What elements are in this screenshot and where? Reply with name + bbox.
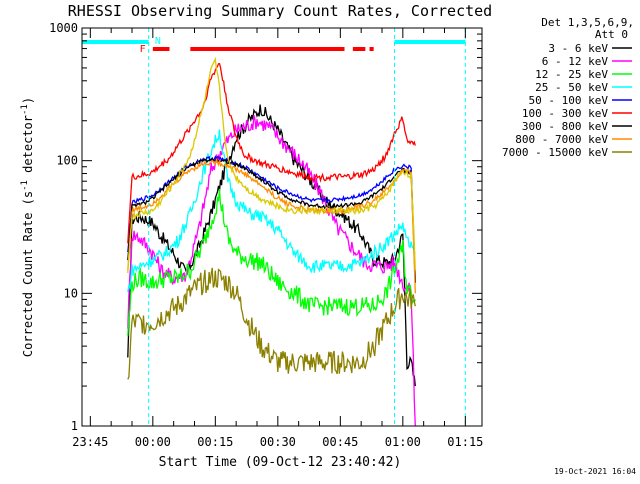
y-tick-label: 1000 <box>49 21 78 35</box>
x-tick-label: 23:45 <box>72 435 108 449</box>
x-tick-label: 01:00 <box>385 435 421 449</box>
x-tick-label: 00:45 <box>322 435 358 449</box>
y-axis-label-sup2: -1 <box>20 104 30 115</box>
x-tick-label: 00:30 <box>260 435 296 449</box>
legend-header-line-2: Att 0 <box>595 28 628 41</box>
x-axis-label: Start Time (09-Oct-12 23:40:42) <box>159 455 402 470</box>
legend-label: 800 - 7000 keV <box>515 133 608 146</box>
series-line-50-100-kev <box>127 155 416 283</box>
y-axis-label-part: Corrected Count Rate (s <box>21 191 35 357</box>
legend-label: 25 - 50 keV <box>535 81 608 94</box>
legend-label: 300 - 800 keV <box>522 120 608 133</box>
legend-label: 12 - 25 keV <box>535 68 608 81</box>
series-line-7000-15000-kev <box>127 267 416 380</box>
x-tick-label: 01:15 <box>447 435 483 449</box>
y-axis-label-end: ) <box>21 97 35 104</box>
x-axis: 23:45 00:00 00:15 00:30 00:45 01:00 01:15 <box>72 28 483 449</box>
legend-header-line-1: Det 1,3,5,6,9, <box>541 16 634 29</box>
y-tick-label: 100 <box>56 154 78 168</box>
y-axis: 1 10 100 1000 <box>49 21 482 433</box>
y-axis-label-sup1: -1 <box>20 180 30 191</box>
series-line-300-800-kev <box>127 157 416 283</box>
legend-label: 100 - 300 keV <box>522 107 608 120</box>
flare-flag-label: F <box>140 44 146 55</box>
plot-frame <box>81 27 483 427</box>
series-line-12-25-kev <box>127 188 416 336</box>
timestamp: 19-Oct-2021 16:04 <box>554 467 636 476</box>
x-tick-label: 00:15 <box>197 435 233 449</box>
plot-area: NF <box>82 28 466 426</box>
series-line-25-50-kev <box>127 129 416 293</box>
series-line-3-6-kev <box>127 104 416 387</box>
y-axis-label: Corrected Count Rate (s-1 detector-1) <box>20 97 35 357</box>
chart-title: RHESSI Observing Summary Count Rates, Co… <box>68 2 492 20</box>
y-axis-label-mid: detector <box>21 115 35 180</box>
series-line-yellow <box>127 56 416 274</box>
series-line-100-300-kev <box>127 62 416 244</box>
series-line-800-7000-kev <box>127 157 416 294</box>
night-flag-label: N <box>155 36 161 47</box>
y-tick-label: 1 <box>71 419 78 433</box>
x-tick-label: 00:00 <box>135 435 171 449</box>
legend-label: 6 - 12 keV <box>542 55 609 68</box>
legend-label: 50 - 100 keV <box>529 94 609 107</box>
legend-label: 3 - 6 keV <box>548 42 608 55</box>
series-line-6-12-kev <box>127 114 416 426</box>
y-tick-label: 10 <box>64 286 78 300</box>
legend-label: 7000 - 15000 keV <box>502 146 608 159</box>
series-group <box>82 28 466 426</box>
